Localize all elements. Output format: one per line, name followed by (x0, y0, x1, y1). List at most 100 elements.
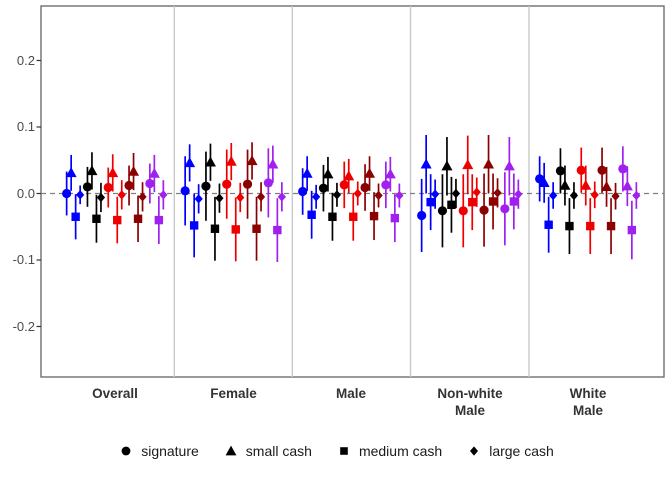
circle-icon (121, 446, 131, 456)
y-tick-label: 0.1 (16, 119, 35, 134)
marker-square (273, 225, 282, 235)
marker-square (488, 197, 498, 206)
marker-diamond (549, 190, 558, 201)
marker-diamond (590, 190, 599, 200)
marker-triangle (246, 155, 258, 166)
marker-triangle (462, 159, 474, 170)
marker-triangle (343, 170, 355, 181)
marker-diamond (374, 190, 383, 201)
marker-diamond (117, 190, 126, 200)
marker-circle (242, 179, 253, 189)
marker-diamond (353, 188, 362, 199)
marker-diamond (569, 190, 579, 201)
marker-square (231, 225, 240, 234)
panel-border (40, 5, 665, 378)
marker-triangle (184, 157, 196, 168)
marker-triangle (483, 158, 495, 169)
marker-triangle (322, 168, 334, 179)
group-label-male: Male (335, 386, 366, 401)
legend-item-small-cash: small cash (223, 443, 312, 459)
marker-diamond (332, 190, 342, 200)
marker-triangle (267, 158, 279, 169)
marker-diamond (611, 191, 620, 201)
marker-diamond (194, 194, 203, 204)
marker-square (627, 225, 637, 235)
marker-circle (263, 178, 273, 188)
marker-diamond (96, 192, 106, 203)
marker-diamond (256, 192, 266, 202)
marker-diamond (514, 189, 523, 199)
marker-circle (618, 164, 628, 174)
y-tick-label: -0.1 (12, 252, 35, 267)
marker-square (92, 214, 101, 223)
marker-circle (381, 180, 391, 190)
marker-diamond (395, 190, 404, 201)
marker-triangle (204, 156, 216, 167)
marker-circle (298, 186, 308, 197)
marker-diamond (632, 190, 641, 201)
marker-square (586, 221, 595, 231)
legend-item-medium-cash: medium cash (336, 443, 442, 459)
marker-circle (437, 206, 448, 216)
marker-diamond (431, 189, 440, 199)
marker-square (133, 214, 143, 223)
marker-circle (479, 205, 489, 215)
marker-triangle (420, 158, 432, 169)
marker-triangle (301, 167, 313, 178)
marker-triangle (225, 155, 237, 166)
marker-diamond (493, 188, 502, 198)
marker-circle (500, 204, 510, 214)
marker-diamond (451, 188, 461, 199)
marker-square (509, 197, 519, 206)
marker-square (369, 211, 379, 221)
group-label-non-white-male: Non-white Male (437, 386, 503, 418)
group-label-overall: Overall (92, 386, 138, 401)
marker-square (606, 221, 616, 231)
marker-diamond (236, 192, 245, 203)
marker-circle (103, 182, 113, 193)
marker-triangle (364, 167, 376, 178)
marker-circle (124, 180, 134, 191)
marker-diamond (472, 187, 481, 197)
marker-diamond (312, 192, 321, 202)
marker-diamond (76, 190, 85, 200)
marker-circle (62, 188, 72, 199)
marker-triangle (503, 160, 515, 171)
y-tick-label: 0.0 (16, 185, 35, 201)
marker-circle (222, 179, 232, 189)
legend-item-large-cash: large cash (466, 443, 554, 459)
marker-circle (360, 182, 370, 193)
group-label-white-male: White Male (569, 386, 607, 418)
marker-triangle (148, 167, 160, 178)
marker-triangle (580, 179, 592, 190)
marker-circle (318, 183, 329, 193)
marker-square (390, 213, 400, 223)
marker-diamond (277, 192, 286, 202)
marker-circle (417, 210, 427, 221)
marker-square (468, 197, 477, 207)
marker-triangle (601, 181, 613, 192)
marker-diamond (138, 192, 147, 202)
y-tick-label: 0.2 (16, 52, 35, 68)
marker-square (154, 215, 164, 225)
marker-square (252, 224, 261, 233)
legend: signature small cash medium cash large c… (0, 443, 672, 459)
marker-square (544, 220, 553, 229)
legend-item-signature: signature (118, 443, 199, 459)
marker-circle (555, 166, 566, 176)
marker-triangle (65, 167, 77, 178)
marker-circle (201, 181, 211, 191)
marker-square (113, 215, 122, 225)
marker-square (71, 212, 80, 221)
legend-label: signature (141, 443, 199, 459)
marker-square (349, 212, 358, 221)
marker-triangle (107, 167, 119, 178)
marker-circle (339, 180, 349, 190)
marker-circle (597, 165, 607, 175)
marker-square (565, 221, 574, 231)
marker-diamond (159, 190, 168, 200)
diamond-icon (470, 446, 479, 456)
legend-label: medium cash (358, 443, 443, 459)
